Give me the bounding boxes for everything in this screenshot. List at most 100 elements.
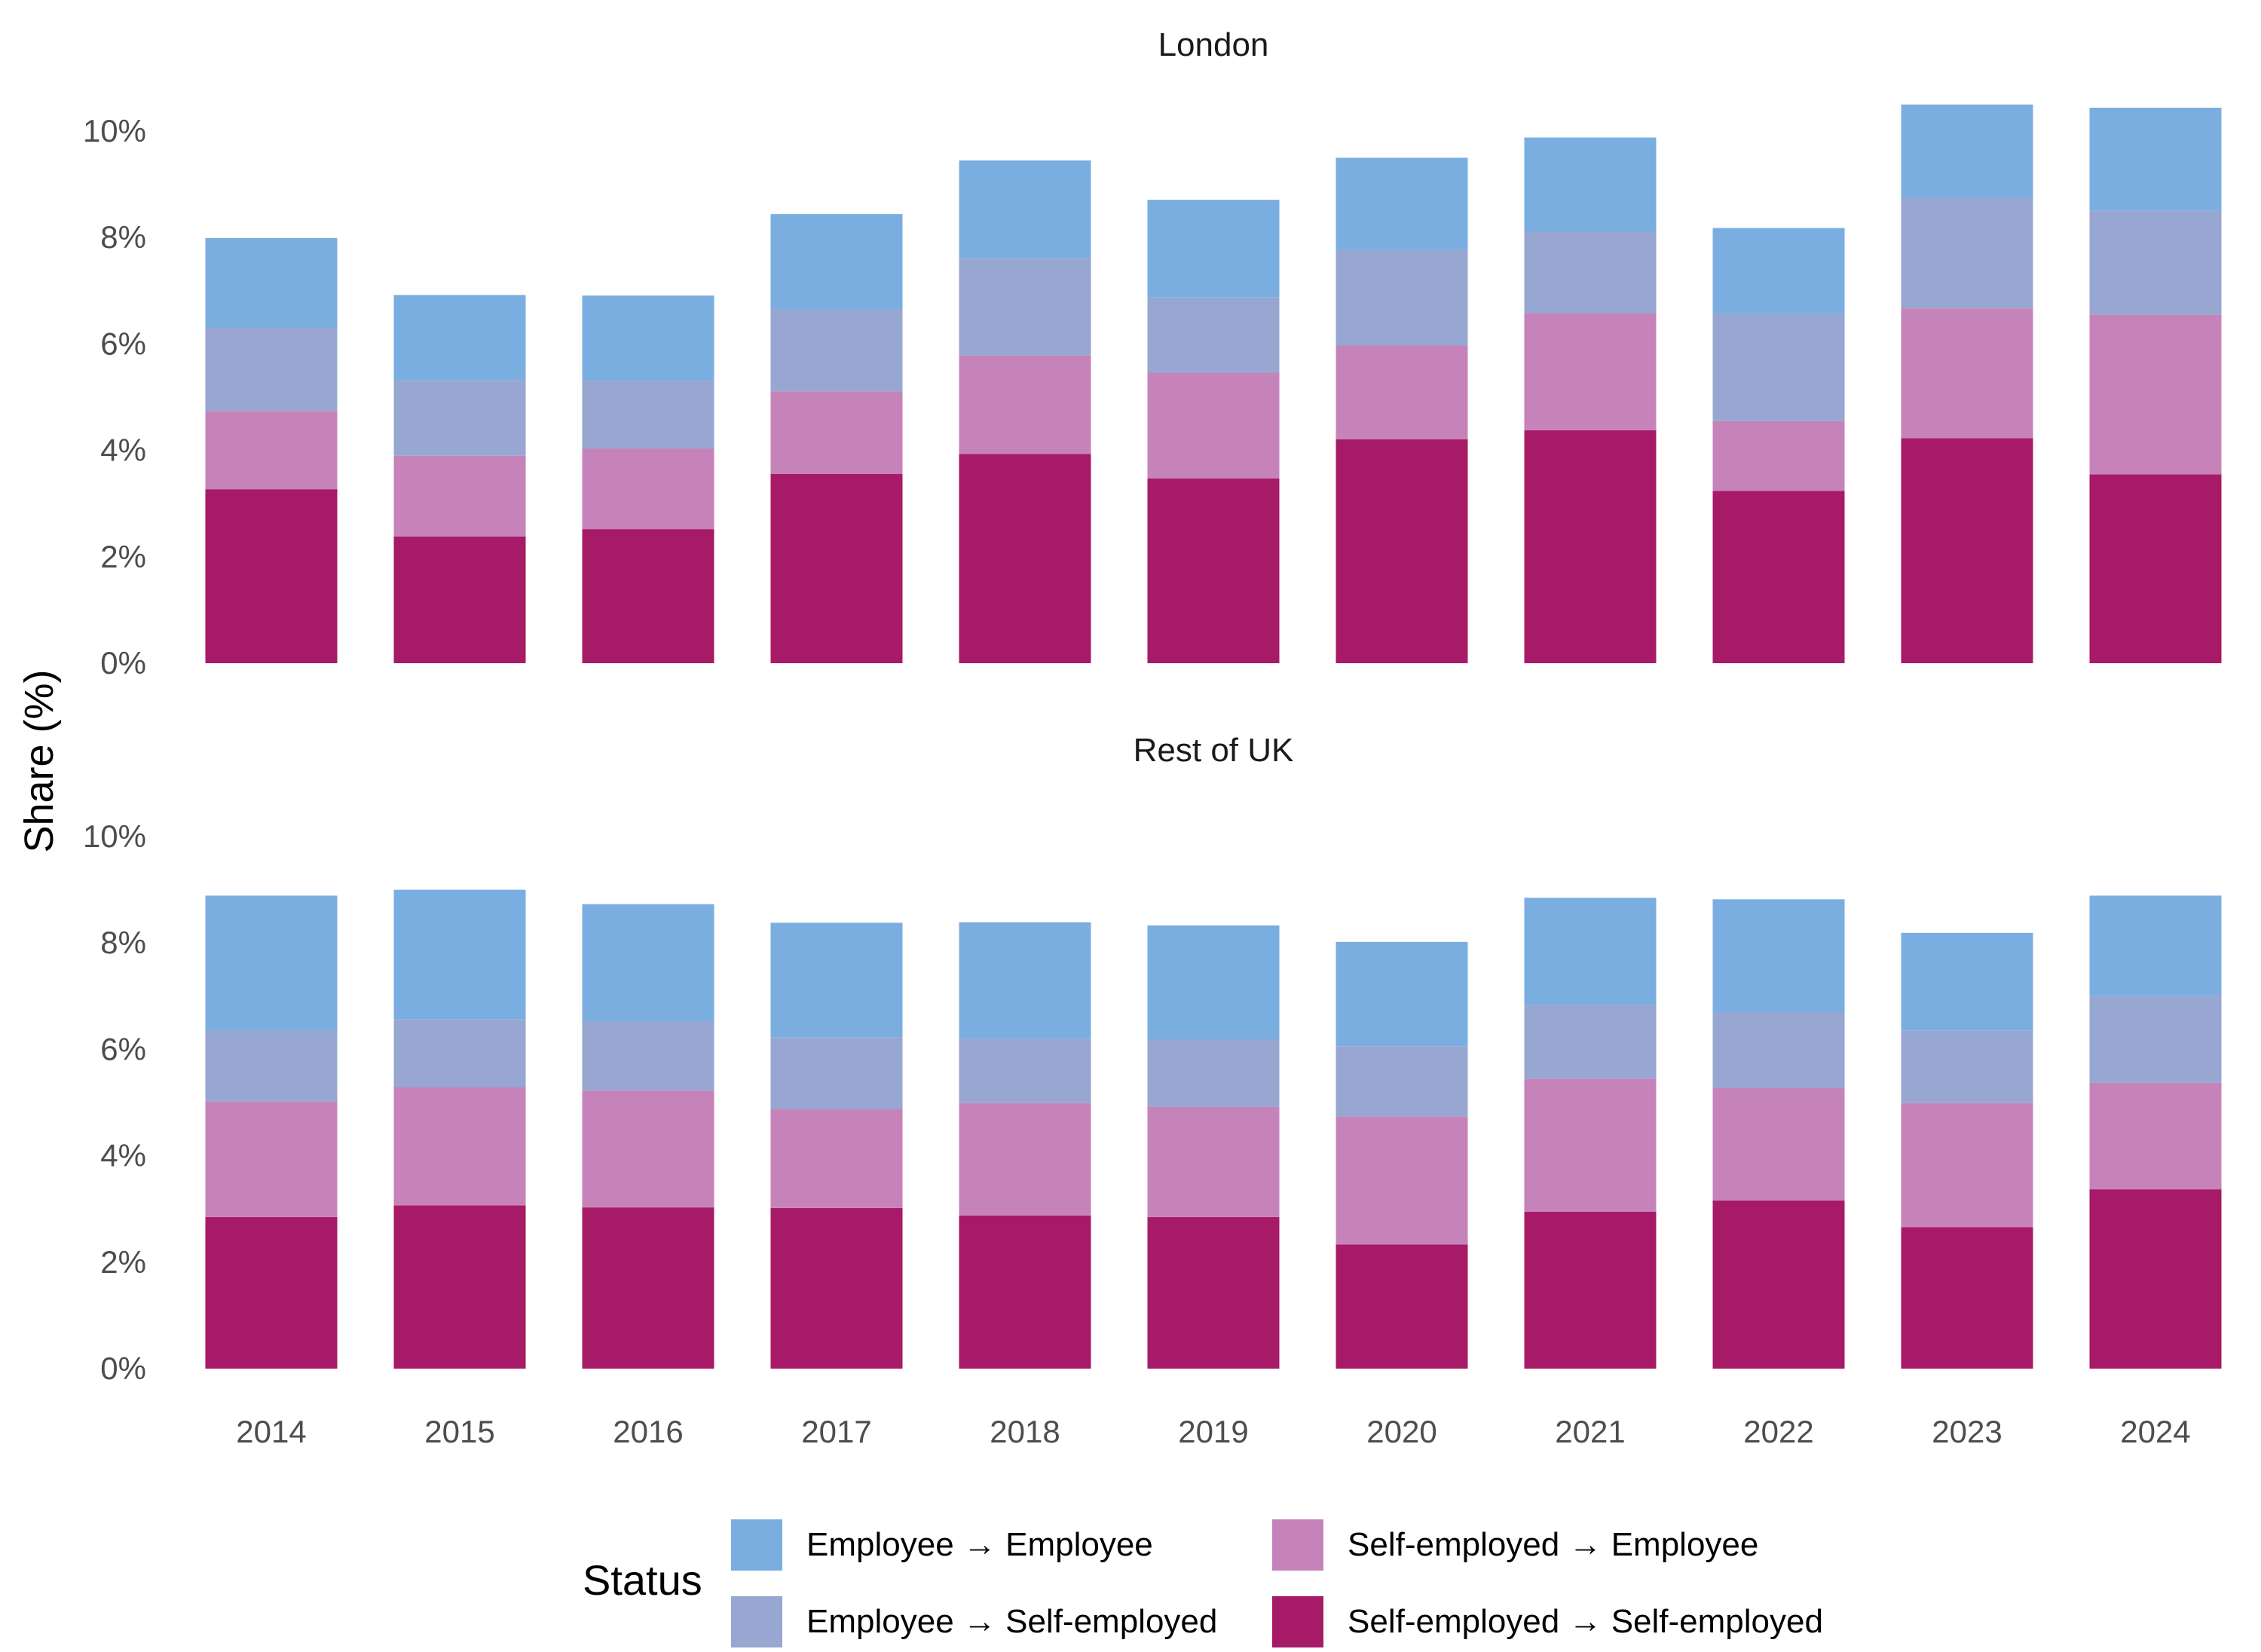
y-tick-label: 0%: [100, 1351, 146, 1386]
bar-segment-2014-s2: [205, 1030, 338, 1102]
y-tick-label: 6%: [100, 1031, 146, 1066]
legend-swatch: [731, 1596, 782, 1647]
panel-title: Rest of UK: [1134, 732, 1294, 769]
bar-segment-2014-s3: [205, 237, 338, 328]
x-tick-label: 2017: [801, 1414, 871, 1449]
bar-segment-2017-s0: [770, 1207, 903, 1369]
panels: London 0% 2% 4% 6% 8% 10% Rest of UK 0% 2% 4% 6% 8% 1…: [83, 26, 2222, 1386]
bar-segment-2018-s0: [959, 454, 1091, 663]
legend-title: Status: [583, 1556, 702, 1604]
bar-segment-2019-s0: [1147, 479, 1280, 663]
bar-segment-2022-s2: [1712, 1012, 1845, 1088]
bar-segment-2016-s2: [582, 1021, 714, 1091]
legend-label: Employee → Self-employed: [806, 1603, 1217, 1640]
bar-segment-2015-s1: [393, 455, 526, 537]
x-tick-label: 2016: [613, 1414, 683, 1449]
bar-segment-2024-s0: [2089, 474, 2222, 663]
bar-segment-2015-s2: [393, 380, 526, 456]
bar-segment-2024-s0: [2089, 1189, 2222, 1369]
y-tick-label: 4%: [100, 1138, 146, 1173]
bar-segment-2016-s2: [582, 381, 714, 449]
bar-segment-2023-s0: [1901, 1227, 2033, 1369]
bar-segment-2016-s1: [582, 448, 714, 530]
bar-segment-2020-s2: [1335, 249, 1468, 346]
bar-segment-2022-s3: [1712, 228, 1845, 314]
bar-segment-2018-s3: [959, 160, 1091, 259]
bar-segment-2017-s1: [770, 1109, 903, 1208]
bar-segment-2020-s1: [1335, 1116, 1468, 1245]
bar-segment-2024-s2: [2089, 210, 2222, 315]
panel-0: London 0% 2% 4% 6% 8% 10%: [83, 26, 2222, 681]
bar-segment-2019-s2: [1147, 1039, 1280, 1107]
bar-segment-2016-s1: [582, 1090, 714, 1208]
legend-item: Self-employed → Employee: [1272, 1519, 1758, 1571]
y-tick-label: 8%: [100, 925, 146, 960]
bar-segment-2016-s3: [582, 295, 714, 381]
bar-segment-2023-s3: [1901, 932, 2033, 1031]
y-axis-title: Share (%): [17, 669, 62, 852]
bar-segment-2014-s1: [205, 411, 338, 490]
bar-segment-2014-s1: [205, 1101, 338, 1217]
bar-segment-2020-s1: [1335, 345, 1468, 439]
bar-segment-2017-s1: [770, 391, 903, 474]
bar-segment-2019-s0: [1147, 1216, 1280, 1369]
bar-segment-2021-s1: [1524, 313, 1657, 430]
bar-segment-2023-s0: [1901, 438, 2033, 663]
bar-segment-2023-s1: [1901, 1103, 2033, 1228]
bar-segment-2015-s2: [393, 1019, 526, 1088]
bar-segment-2021-s3: [1524, 137, 1657, 232]
bar-segment-2015-s1: [393, 1087, 526, 1206]
bar-segment-2022-s0: [1712, 1200, 1845, 1369]
bar-segment-2020-s0: [1335, 1244, 1468, 1369]
bar-segment-2021-s1: [1524, 1078, 1657, 1212]
bar-segment-2024-s3: [2089, 107, 2222, 211]
bar-segment-2022-s1: [1712, 421, 1845, 491]
bar-segment-2021-s0: [1524, 430, 1657, 663]
bar-segment-2024-s1: [2089, 314, 2222, 475]
bar-segment-2018-s1: [959, 1103, 1091, 1216]
bar-segment-2023-s1: [1901, 308, 2033, 439]
y-tick-label: 8%: [100, 219, 146, 255]
x-tick-label: 2019: [1178, 1414, 1248, 1449]
x-axis: 2014 2015 2016 2017 2018 2019 2020 2021 2022 2023…: [236, 1414, 2190, 1449]
bar-segment-2020-s2: [1335, 1046, 1468, 1117]
bar-segment-2024-s2: [2089, 996, 2222, 1083]
bar-segment-2023-s2: [1901, 197, 2033, 309]
legend-swatch: [1272, 1519, 1323, 1571]
bar-segment-2021-s2: [1524, 1005, 1657, 1079]
legend-item: Employee → Self-employed: [731, 1596, 1217, 1647]
bar-segment-2024-s3: [2089, 895, 2222, 996]
bar-segment-2021-s3: [1524, 898, 1657, 1005]
bar-segment-2015-s3: [393, 295, 526, 381]
y-tick-label: 10%: [83, 113, 146, 148]
bar-segment-2019-s1: [1147, 372, 1280, 479]
x-tick-label: 2014: [236, 1414, 306, 1449]
y-tick-label: 10%: [83, 818, 146, 854]
bar-segment-2016-s0: [582, 529, 714, 663]
bar-segment-2022-s3: [1712, 899, 1845, 1012]
legend-item: Employee → Employee: [731, 1519, 1153, 1571]
bar-segment-2022-s0: [1712, 491, 1845, 663]
legend-item: Self-employed → Self-employed: [1272, 1596, 1823, 1647]
legend-swatch: [731, 1519, 782, 1571]
bar-segment-2015-s0: [393, 1205, 526, 1369]
x-tick-label: 2018: [990, 1414, 1060, 1449]
bar-segment-2017-s3: [770, 922, 903, 1038]
legend-label: Self-employed → Employee: [1348, 1526, 1758, 1563]
legend-label: Employee → Employee: [806, 1526, 1153, 1563]
bar-segment-2019-s1: [1147, 1106, 1280, 1217]
legend-swatch: [1272, 1596, 1323, 1647]
bar-segment-2018-s1: [959, 355, 1091, 454]
x-tick-label: 2023: [1932, 1414, 2002, 1449]
x-tick-label: 2021: [1555, 1414, 1625, 1449]
bar-segment-2021-s2: [1524, 231, 1657, 314]
bar-segment-2020-s3: [1335, 941, 1468, 1047]
bar-segment-2019-s3: [1147, 925, 1280, 1039]
x-tick-label: 2024: [2120, 1414, 2190, 1449]
y-tick-label: 6%: [100, 326, 146, 361]
bar-segment-2018-s2: [959, 258, 1091, 356]
bar-segment-2017-s0: [770, 473, 903, 663]
bar-segment-2016-s3: [582, 904, 714, 1021]
bar-segment-2020-s3: [1335, 158, 1468, 250]
